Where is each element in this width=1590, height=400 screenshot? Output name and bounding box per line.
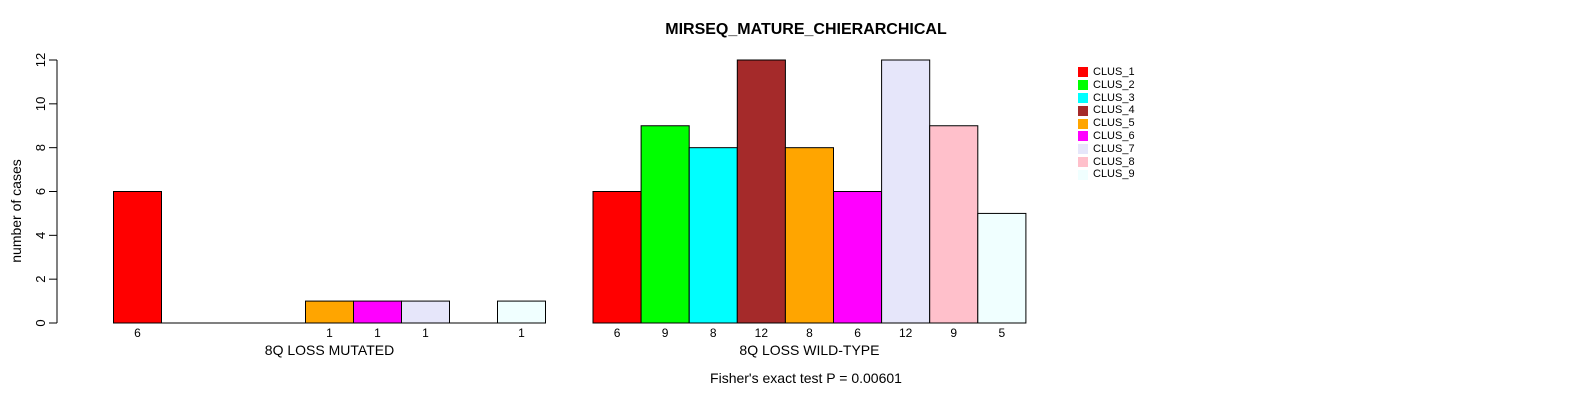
legend-swatch	[1078, 169, 1088, 180]
bar-value-label: 6	[134, 326, 141, 340]
legend-item: CLUS_6	[1078, 130, 1135, 143]
legend-item: CLUS_7	[1078, 143, 1135, 156]
bar	[640, 125, 690, 324]
bar	[353, 300, 402, 324]
legend-label: CLUS_9	[1093, 168, 1135, 181]
legend-swatch	[1078, 105, 1088, 116]
bar-value-label: 9	[662, 326, 669, 340]
bar-value-label: 6	[614, 326, 621, 340]
bar	[305, 300, 354, 324]
y-axis-tick-label: 4	[33, 232, 48, 239]
legend-item: CLUS_9	[1078, 168, 1135, 181]
legend-item: CLUS_5	[1078, 117, 1135, 130]
bar	[497, 300, 546, 324]
legend-label: CLUS_2	[1093, 78, 1135, 91]
fisher-test-note: Fisher's exact test P = 0.00601	[710, 370, 902, 386]
legend-swatch	[1078, 67, 1088, 78]
bar-value-label: 1	[326, 326, 333, 340]
legend-item: CLUS_2	[1078, 79, 1135, 92]
x-axis-group-label: 8Q LOSS WILD-TYPE	[739, 342, 879, 358]
bar	[401, 300, 450, 324]
bar	[784, 147, 835, 324]
legend-swatch	[1078, 156, 1088, 167]
legend-label: CLUS_4	[1093, 104, 1135, 117]
bar	[736, 59, 786, 324]
bar-value-label: 6	[854, 326, 861, 340]
bar-value-label: 8	[806, 326, 813, 340]
x-axis-group-label: 8Q LOSS MUTATED	[265, 342, 394, 358]
bar-value-label: 5	[999, 326, 1006, 340]
legend-swatch	[1078, 92, 1088, 103]
bar-value-label: 1	[374, 326, 381, 340]
legend-swatch	[1078, 131, 1088, 142]
legend-label: CLUS_3	[1093, 91, 1135, 104]
bar	[929, 125, 979, 324]
y-axis-tick-label: 8	[33, 144, 48, 151]
legend-item: CLUS_4	[1078, 104, 1135, 117]
legend-label: CLUS_7	[1093, 142, 1135, 155]
legend-swatch	[1078, 144, 1088, 155]
legend-item: CLUS_1	[1078, 66, 1135, 79]
chart-title: MIRSEQ_MATURE_CHIERARCHICAL	[665, 21, 947, 38]
y-axis-tick-label: 2	[33, 276, 48, 283]
legend-label: CLUS_5	[1093, 117, 1135, 130]
legend-item: CLUS_8	[1078, 156, 1135, 169]
legend-label: CLUS_1	[1093, 66, 1135, 78]
legend-swatch	[1078, 80, 1088, 91]
y-axis-tick-label: 6	[33, 188, 48, 195]
bar-value-label: 12	[899, 326, 913, 340]
bar	[977, 212, 1027, 324]
bar	[688, 147, 738, 324]
legend-swatch	[1078, 118, 1088, 129]
bar-value-label: 12	[755, 326, 769, 340]
legend-label: CLUS_6	[1093, 129, 1135, 142]
bar	[592, 191, 642, 324]
bar-value-label: 8	[710, 326, 717, 340]
legend-item: CLUS_3	[1078, 92, 1135, 105]
bar	[833, 191, 883, 324]
bar	[881, 59, 931, 324]
bar-value-label: 1	[518, 326, 525, 340]
legend-label: CLUS_8	[1093, 155, 1135, 168]
y-axis-tick-label: 0	[33, 319, 48, 326]
legend: CLUS_1 CLUS_2 CLUS_3 CLUS_4 CLUS_5 CLUS_6 CLUS…	[1078, 66, 1135, 181]
bar-value-label: 1	[422, 326, 429, 340]
bar-value-label: 9	[950, 326, 957, 340]
y-axis-tick-label: 10	[33, 97, 48, 111]
y-axis-tick-label: 12	[33, 53, 48, 67]
bar	[113, 191, 162, 324]
